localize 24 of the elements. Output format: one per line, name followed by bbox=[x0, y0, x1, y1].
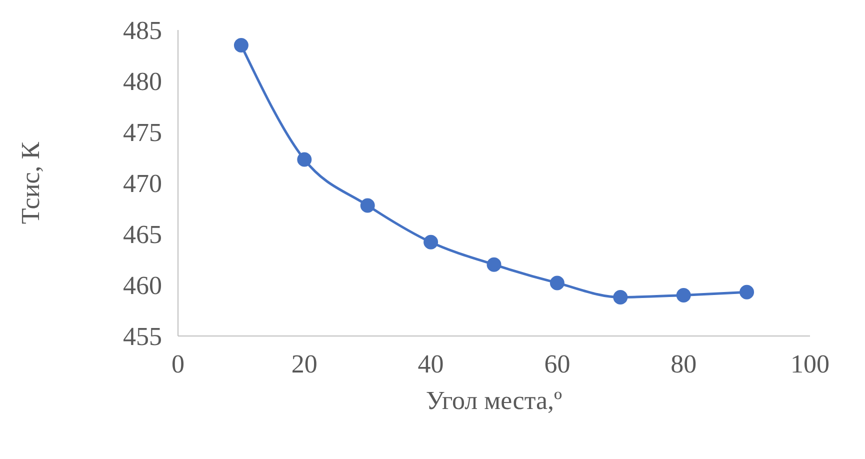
y-tick-label: 485 bbox=[123, 16, 162, 46]
y-tick-label: 465 bbox=[123, 220, 162, 250]
point bbox=[424, 234, 438, 250]
point bbox=[297, 152, 312, 167]
point bbox=[486, 257, 502, 272]
point bbox=[676, 288, 691, 302]
x-tick-label: 0 bbox=[172, 349, 184, 378]
y-tick-label: 470 bbox=[123, 169, 162, 198]
point bbox=[740, 284, 754, 300]
y-tick-label: 455 bbox=[123, 322, 162, 352]
y-tick-label: 475 bbox=[123, 118, 162, 148]
point bbox=[234, 38, 248, 53]
x-axis-title: Угол места,º bbox=[426, 386, 562, 415]
x-tick-label: 60 bbox=[544, 349, 570, 378]
point bbox=[360, 198, 375, 213]
y-tick-label: 480 bbox=[123, 67, 162, 96]
x-tick-label: 100 bbox=[790, 349, 830, 378]
y-axis-title: Тсис, К bbox=[16, 141, 46, 224]
x-tick-label: 40 bbox=[418, 349, 444, 378]
x-tick-label: 80 bbox=[670, 349, 697, 378]
x-tick-label: 20 bbox=[291, 349, 318, 378]
point bbox=[550, 276, 564, 290]
y-tick-label: 460 bbox=[123, 271, 162, 300]
point bbox=[613, 290, 628, 304]
